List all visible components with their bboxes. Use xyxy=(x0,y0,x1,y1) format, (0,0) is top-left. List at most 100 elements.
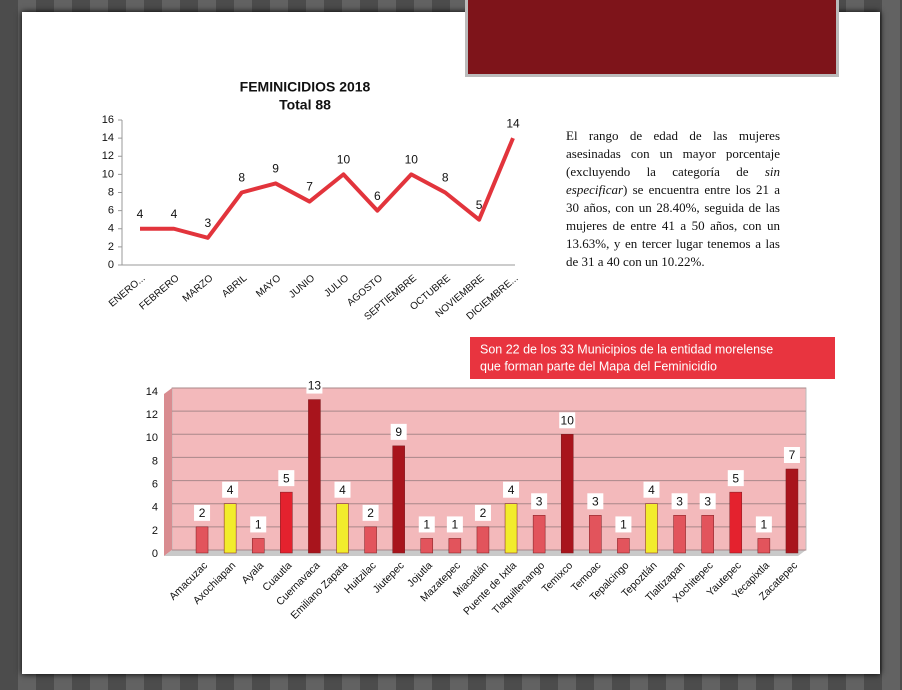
y-tick-label: 14 xyxy=(102,132,114,144)
bar xyxy=(560,434,574,554)
data-label: 10 xyxy=(337,153,351,167)
data-label: 1 xyxy=(452,518,459,532)
plot-side xyxy=(164,388,172,556)
data-label: 7 xyxy=(789,448,796,462)
paragraph: El rango de edad de las mujeres asesinad… xyxy=(566,127,780,271)
data-label: 13 xyxy=(308,379,322,393)
data-label: 3 xyxy=(676,494,683,508)
data-label: 4 xyxy=(171,207,178,221)
data-label: 1 xyxy=(761,518,768,532)
data-label-box xyxy=(390,423,407,440)
data-label: 3 xyxy=(592,494,599,508)
bar xyxy=(195,526,209,554)
y-tick-label: 12 xyxy=(146,409,158,421)
data-label: 2 xyxy=(367,506,374,520)
bar xyxy=(476,526,490,554)
data-label: 4 xyxy=(137,207,144,221)
data-label-box xyxy=(755,516,772,533)
annotation-box xyxy=(470,337,835,379)
bar xyxy=(701,515,714,554)
text-run: El rango de edad de las mujeres asesinad… xyxy=(566,128,780,179)
data-label: 10 xyxy=(561,413,575,427)
data-label: 2 xyxy=(480,506,487,520)
data-label: 2 xyxy=(199,506,206,520)
bar xyxy=(645,503,658,554)
data-label-box xyxy=(418,516,435,533)
chart-subtitle: Total 88 xyxy=(279,97,331,113)
data-label: 4 xyxy=(648,483,655,497)
data-label-box xyxy=(503,481,520,498)
x-tick-label: MAYO xyxy=(254,273,283,300)
data-label: 7 xyxy=(306,180,313,194)
bar xyxy=(308,399,321,554)
data-label-box xyxy=(194,504,211,521)
y-tick-label: 2 xyxy=(108,241,114,253)
data-label-box xyxy=(699,493,716,510)
data-label-box xyxy=(559,412,576,429)
data-label-box xyxy=(783,447,800,463)
y-tick-label: 8 xyxy=(108,186,114,198)
annotation: Son 22 de los 33 Municipios de la entida… xyxy=(480,342,773,356)
data-label: 5 xyxy=(732,471,739,485)
bar xyxy=(420,538,434,554)
y-tick-label: 10 xyxy=(146,432,158,444)
data-label-box xyxy=(587,493,604,510)
bar xyxy=(392,445,405,554)
bar xyxy=(589,515,602,554)
y-tick-label: 6 xyxy=(108,205,114,217)
data-label: 1 xyxy=(620,518,627,532)
data-label: 9 xyxy=(395,425,402,439)
data-label-box xyxy=(727,470,744,487)
x-tick-label: ABRIL xyxy=(220,273,250,300)
y-tick-label: 14 xyxy=(146,386,158,398)
text-run: ) se encuentra entre los 21 a 30 años, c… xyxy=(566,182,780,269)
data-label-box xyxy=(362,504,379,521)
data-label: 3 xyxy=(704,494,711,508)
x-tick-label: Jiutepec xyxy=(371,560,407,596)
data-label: 3 xyxy=(536,494,543,508)
data-label: 5 xyxy=(476,198,483,212)
y-tick-label: 6 xyxy=(152,478,158,490)
data-label: 6 xyxy=(374,189,381,203)
x-tick-label: JULIO xyxy=(322,273,351,300)
y-tick-label: 2 xyxy=(152,525,158,537)
bar xyxy=(785,468,799,554)
bar xyxy=(757,538,771,554)
data-label: 9 xyxy=(272,162,279,176)
data-label: 14 xyxy=(506,116,520,130)
bar xyxy=(336,503,349,554)
data-label-box xyxy=(474,504,491,521)
line xyxy=(140,137,515,240)
bar xyxy=(532,515,546,554)
x-tick-label: JUNIO xyxy=(287,273,317,301)
y-tick-label: 4 xyxy=(152,502,158,514)
bar xyxy=(617,538,630,554)
y-tick-label: 4 xyxy=(108,223,114,235)
data-label-box xyxy=(278,470,295,487)
data-label-box xyxy=(306,377,323,394)
data-label-box xyxy=(671,493,688,510)
y-tick-label: 16 xyxy=(102,114,114,126)
data-label: 4 xyxy=(227,483,234,497)
data-label-box xyxy=(531,493,548,510)
data-label-box xyxy=(250,516,267,533)
bar xyxy=(251,538,265,554)
data-label-box xyxy=(222,481,239,498)
data-label: 4 xyxy=(339,483,346,497)
y-tick-label: 0 xyxy=(108,259,114,271)
y-tick-label: 8 xyxy=(152,455,158,467)
chart-title: FEMINICIDIOS 2018 xyxy=(240,79,371,95)
bar xyxy=(729,491,743,554)
data-label: 5 xyxy=(283,471,290,485)
bar xyxy=(364,526,377,554)
data-label: 10 xyxy=(405,153,419,167)
bar xyxy=(280,491,293,554)
x-tick-label: MARZO xyxy=(181,273,216,305)
bar xyxy=(673,515,686,554)
data-label: 4 xyxy=(508,483,515,497)
y-tick-label: 0 xyxy=(152,548,158,560)
data-label-box xyxy=(446,516,463,533)
data-label: 8 xyxy=(238,171,245,185)
data-label-box xyxy=(615,516,632,533)
